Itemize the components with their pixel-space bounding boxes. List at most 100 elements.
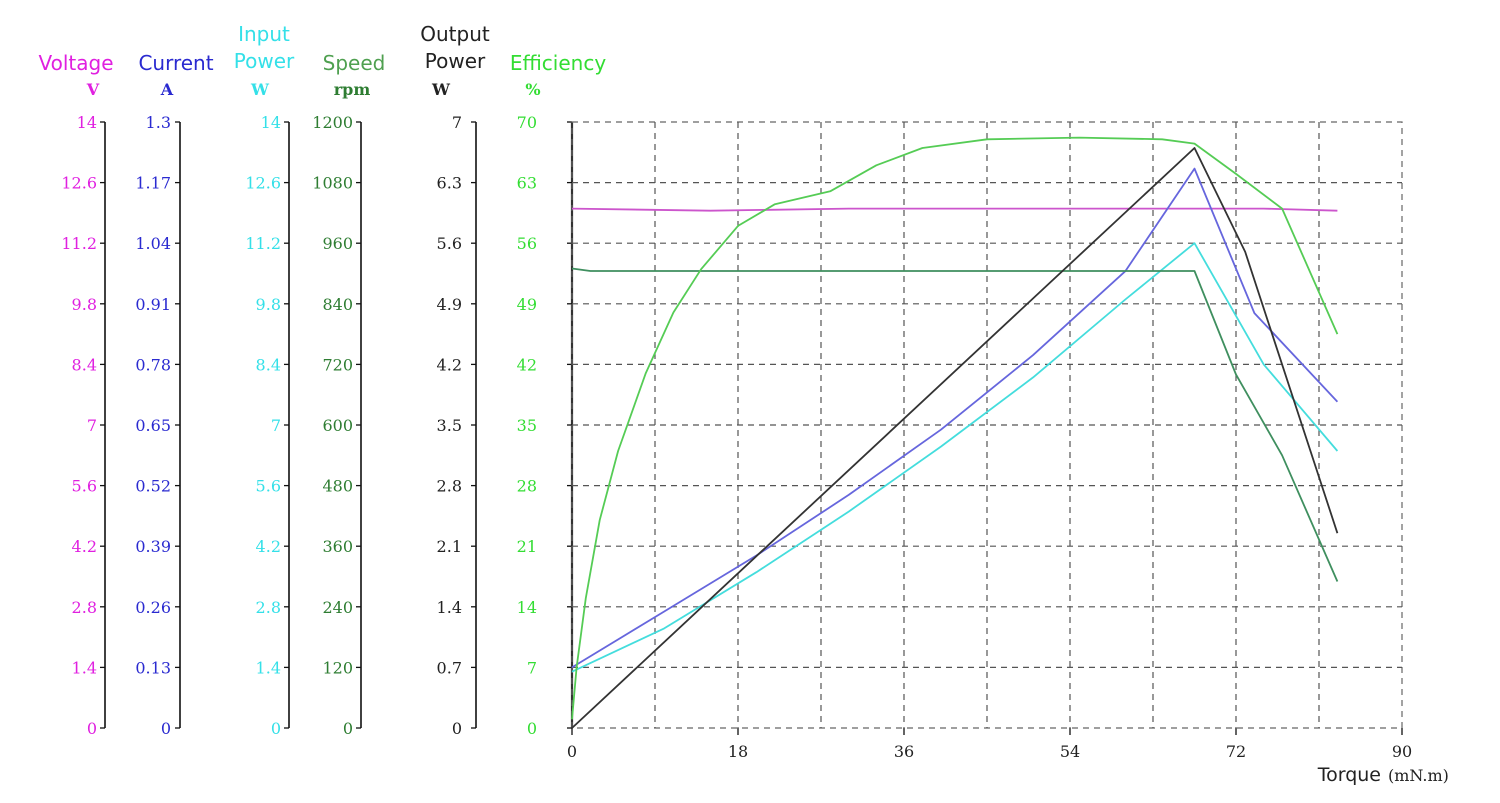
y-tick-label: 0 — [527, 719, 537, 738]
y-tick-label: 360 — [322, 537, 353, 556]
y-tick-label: 0 — [452, 719, 462, 738]
x-tick-label: 72 — [1226, 742, 1246, 761]
x-tick-label: 54 — [1060, 742, 1080, 761]
y-tick-label: 4.2 — [256, 537, 281, 556]
y-tick-label: 0.52 — [135, 477, 171, 496]
y-tick-label: 960 — [322, 234, 353, 253]
y-tick-label: 4.2 — [72, 537, 97, 556]
y-axis-unit: V — [86, 80, 100, 99]
y-tick-label: 11.2 — [61, 234, 97, 253]
y-tick-label: 600 — [322, 416, 353, 435]
y-axis-unit: % — [525, 80, 540, 99]
y-axis-title: Voltage — [38, 51, 113, 75]
y-tick-label: 14 — [261, 113, 281, 132]
y-tick-label: 70 — [517, 113, 537, 132]
y-axis-title: Current — [138, 51, 213, 75]
y-tick-label: 1200 — [312, 113, 353, 132]
y-tick-label: 0 — [161, 719, 171, 738]
y-tick-label: 12.6 — [245, 174, 281, 193]
y-axis-unit: W — [431, 80, 451, 99]
y-tick-label: 42 — [517, 355, 537, 374]
y-tick-label: 1.4 — [437, 598, 462, 617]
y-tick-label: 1.3 — [146, 113, 171, 132]
y-axis-current: Current A 0 0.13 0.26 0.39 0.52 0.65 0.78 0.91 1.0… — [135, 51, 213, 738]
x-tick-label: 90 — [1392, 742, 1412, 761]
series-line-output-power — [571, 147, 1339, 729]
y-tick-label: 7 — [87, 416, 97, 435]
x-tick-label: 36 — [894, 742, 914, 761]
y-tick-label: 2.8 — [72, 598, 97, 617]
y-tick-label: 28 — [517, 477, 537, 496]
y-tick-label: 6.3 — [437, 174, 462, 193]
x-axis-title: Torque — [1317, 764, 1381, 786]
series-line-speed — [571, 267, 1339, 582]
y-axis-speed: Speed rpm 0 120 240 360 480 600 720 840 960 1080 120… — [312, 51, 385, 738]
series-line-current — [571, 167, 1339, 669]
y-tick-label: 56 — [517, 234, 537, 253]
y-tick-label: 4.2 — [437, 355, 462, 374]
series-line-input-power — [571, 242, 1339, 673]
y-axis-title: Efficiency — [510, 51, 607, 75]
y-tick-label: 14 — [77, 113, 97, 132]
y-tick-label: 21 — [517, 537, 537, 556]
y-tick-label: 9.8 — [72, 295, 97, 314]
y-axis-unit: rpm — [334, 80, 371, 99]
y-axis-title: Speed — [323, 51, 386, 75]
y-tick-label: 0 — [271, 719, 281, 738]
y-tick-label: 7 — [527, 658, 537, 677]
y-tick-label: 4.9 — [437, 295, 462, 314]
y-tick-label: 49 — [517, 295, 537, 314]
y-axis-title: Power — [425, 49, 486, 73]
x-axis-unit: (mN.m) — [1388, 766, 1449, 785]
y-tick-label: 11.2 — [245, 234, 281, 253]
y-tick-label: 0.78 — [135, 355, 171, 374]
y-tick-label: 7 — [452, 113, 462, 132]
y-axis-input-power: Input Power W 0 1.4 2.8 4.2 5.6 7 8.4 9.8 11.2 12.6 1… — [234, 22, 295, 738]
plot-grid — [571, 121, 1403, 729]
y-tick-label: 5.6 — [72, 477, 97, 496]
x-tick-label: 0 — [567, 742, 577, 761]
y-axis-output-power: Output Power W 0 0.7 1.4 2.1 2.8 3.5 4.2 4.9 5.6 6.3… — [420, 22, 490, 738]
y-tick-label: 14 — [517, 598, 537, 617]
y-axis-title: Power — [234, 49, 295, 73]
y-axes: Voltage V 0 1.4 2.8 4.2 5.6 7 8.4 9.8 11.2 12.6 14 Cu… — [38, 22, 606, 738]
x-tick-label: 18 — [728, 742, 748, 761]
y-tick-label: 0.7 — [437, 658, 462, 677]
y-tick-label: 720 — [322, 355, 353, 374]
y-tick-label: 120 — [322, 658, 353, 677]
y-tick-label: 1.17 — [135, 174, 171, 193]
y-axis-efficiency: Efficiency% 0 7 14 21 28 35 42 49 56 63 70 — [510, 51, 607, 738]
data-series — [571, 136, 1339, 729]
y-tick-label: 1.4 — [72, 658, 97, 677]
y-tick-label: 8.4 — [72, 355, 97, 374]
y-tick-label: 2.8 — [437, 477, 462, 496]
y-tick-label: 240 — [322, 598, 353, 617]
y-tick-label: 1.4 — [256, 658, 281, 677]
y-tick-label: 0.91 — [135, 295, 171, 314]
y-axis-unit: A — [160, 80, 174, 99]
y-tick-label: 2.8 — [256, 598, 281, 617]
y-tick-label: 7 — [271, 416, 281, 435]
y-tick-label: 0 — [343, 719, 353, 738]
y-axis-voltage: Voltage V 0 1.4 2.8 4.2 5.6 7 8.4 9.8 11.2 12.6 14 — [38, 51, 113, 738]
y-tick-label: 1.04 — [135, 234, 171, 253]
y-tick-label: 8.4 — [256, 355, 281, 374]
y-tick-label: 3.5 — [437, 416, 462, 435]
x-axis: 0 18 36 54 72 90 Torque (mN.m) — [567, 728, 1449, 786]
y-axis-title: Input — [238, 22, 290, 46]
y-axis-unit: W — [250, 80, 270, 99]
y-tick-label: 0.39 — [135, 537, 171, 556]
y-tick-label: 2.1 — [437, 537, 462, 556]
y-tick-label: 480 — [322, 477, 353, 496]
y-tick-label: 5.6 — [256, 477, 281, 496]
y-tick-label: 1080 — [312, 174, 353, 193]
y-tick-label: 0.65 — [135, 416, 171, 435]
y-tick-label: 0 — [87, 719, 97, 738]
y-tick-label: 35 — [517, 416, 537, 435]
y-tick-label: 840 — [322, 295, 353, 314]
y-tick-label: 0.26 — [135, 598, 171, 617]
y-tick-label: 5.6 — [437, 234, 462, 253]
y-tick-label: 0.13 — [135, 658, 171, 677]
series-line-efficiency — [571, 136, 1339, 720]
